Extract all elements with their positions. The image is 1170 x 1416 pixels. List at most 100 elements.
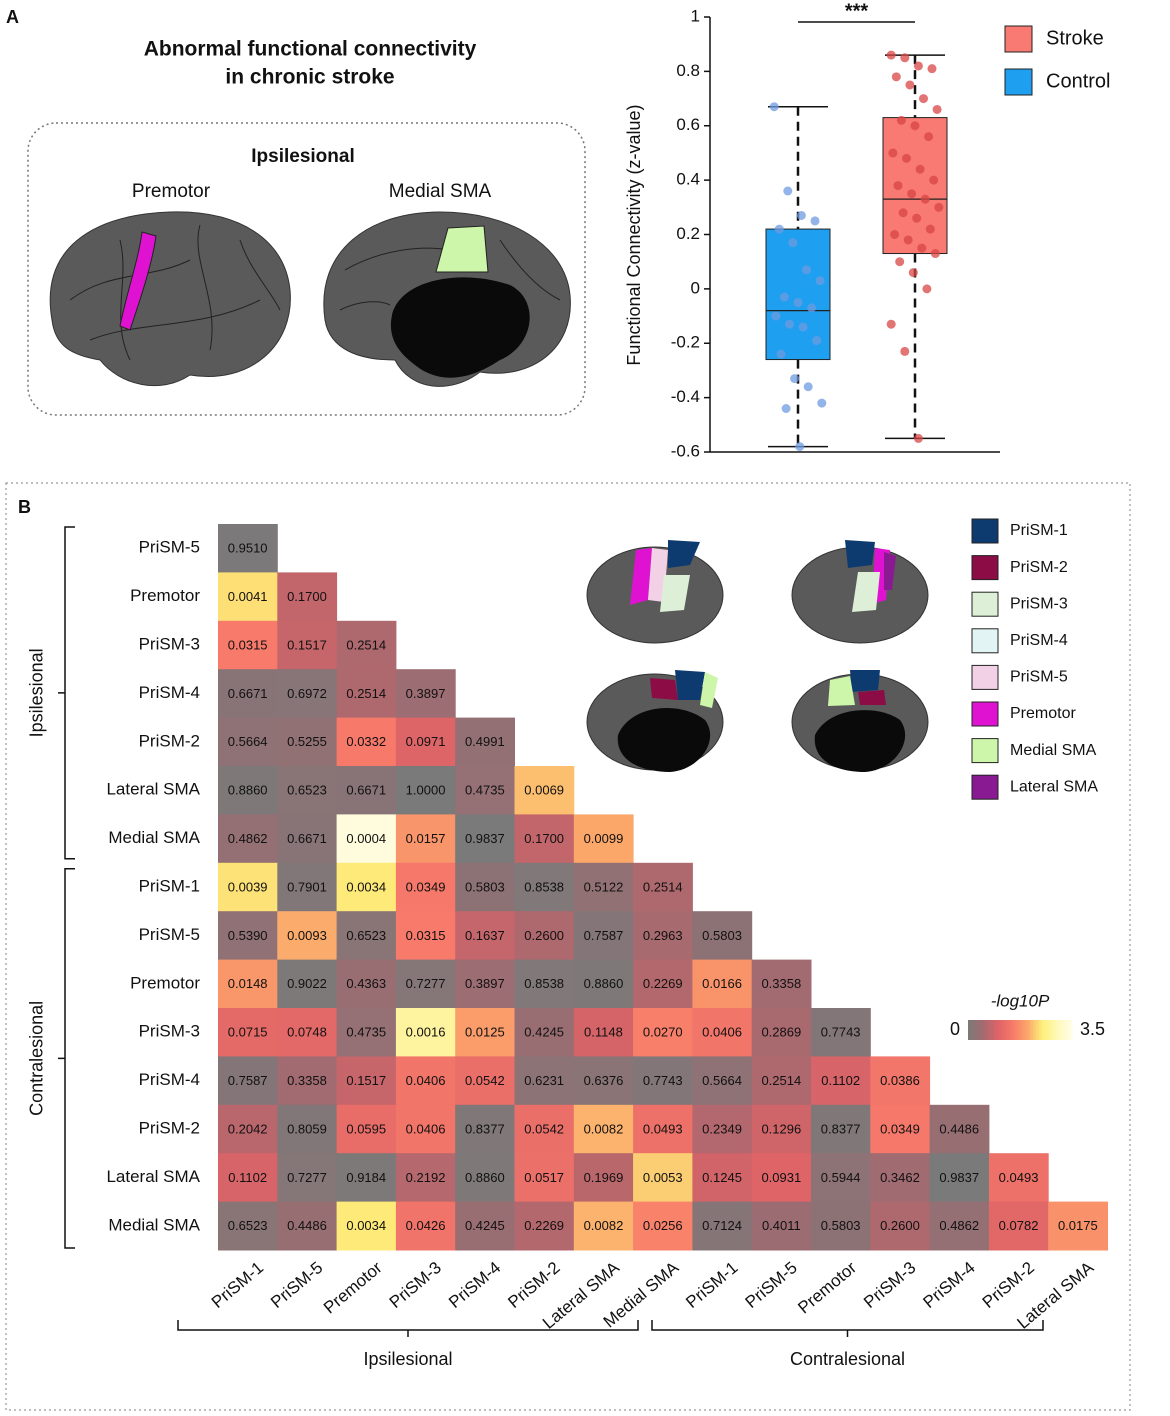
cell-label: 0.0595 xyxy=(346,1121,386,1136)
bracket xyxy=(58,526,75,860)
cell-label: 0.0493 xyxy=(643,1121,683,1136)
cell-label: 0.5803 xyxy=(821,1218,861,1233)
data-point xyxy=(795,442,805,452)
heatmap-cell xyxy=(336,669,397,719)
cell-label: 0.0406 xyxy=(406,1073,446,1088)
col-label: PriSM-3 xyxy=(386,1258,445,1312)
cell-label: 0.5255 xyxy=(287,734,327,749)
heatmap-cell xyxy=(573,911,634,961)
bracket xyxy=(177,1320,639,1337)
heatmap-cell xyxy=(692,959,753,1009)
heatmap-cell xyxy=(336,1056,397,1106)
col-label: PriSM-1 xyxy=(682,1258,741,1312)
data-point xyxy=(912,213,922,223)
heatmap-cell xyxy=(395,911,456,961)
heatmap-cell xyxy=(811,1201,871,1251)
heatmap-cell xyxy=(455,959,515,1009)
row-label: Medial SMA xyxy=(108,828,200,847)
inset-frame xyxy=(27,122,586,416)
cell-label: 0.0406 xyxy=(702,1025,742,1040)
heatmap-cell xyxy=(811,1008,871,1057)
data-point xyxy=(929,175,939,185)
legend-swatch xyxy=(971,591,999,617)
heatmap-cell xyxy=(692,911,753,961)
cell-label: 0.1969 xyxy=(584,1170,624,1185)
cell-label: 0.5664 xyxy=(228,734,268,749)
heatmap-cell xyxy=(277,814,338,864)
heatmap-cell xyxy=(514,766,575,815)
heatmap-cell xyxy=(395,1201,456,1251)
heatmap-cell xyxy=(336,814,397,864)
cell-label: 0.6523 xyxy=(346,928,386,943)
cell-label: 0.8538 xyxy=(524,976,564,991)
panel-label: A xyxy=(6,7,19,27)
title: in chronic stroke xyxy=(225,66,394,89)
colorbar-tick-label: 0 xyxy=(950,1019,960,1039)
legend-swatch xyxy=(1004,25,1033,53)
heatmap-cell xyxy=(455,1056,515,1106)
data-point xyxy=(900,346,910,356)
data-point xyxy=(788,238,798,248)
heatmap-cell xyxy=(751,959,812,1009)
y-tick-label: -0.6 xyxy=(671,441,700,460)
cell-label: 0.1700 xyxy=(287,589,327,604)
cell-label: 0.2963 xyxy=(643,928,683,943)
cell-label: 0.2042 xyxy=(228,1121,268,1136)
legend-label: PriSM-2 xyxy=(1010,559,1068,576)
cell-label: 0.0034 xyxy=(346,879,386,894)
heatmap-cell xyxy=(336,959,397,1009)
heatmap-cell xyxy=(870,1104,931,1154)
legend-label: Medial SMA xyxy=(1010,742,1097,759)
heatmap-cell xyxy=(573,862,634,912)
cell-label: 0.2269 xyxy=(524,1218,564,1233)
cell-label: 0.0931 xyxy=(761,1170,801,1185)
data-point xyxy=(893,181,903,191)
cell-label: 0.0715 xyxy=(228,1025,268,1040)
data-point xyxy=(771,311,781,321)
heatmap-cell xyxy=(692,1008,753,1057)
cell-label: 0.3358 xyxy=(761,976,801,991)
legend-label: PriSM-3 xyxy=(1010,595,1068,612)
legend-label: Control xyxy=(1046,70,1110,92)
cell-label: 0.0426 xyxy=(406,1218,446,1233)
col-label: PriSM-4 xyxy=(919,1258,978,1312)
heatmap-cell xyxy=(692,1201,753,1251)
cell-label: 0.1296 xyxy=(761,1121,801,1136)
heatmap-cell xyxy=(277,620,338,670)
cell-label: 0.2600 xyxy=(880,1218,920,1233)
data-point xyxy=(886,319,896,329)
colorbar-segment xyxy=(1007,1020,1011,1040)
row-label: PriSM-5 xyxy=(139,538,200,557)
cell-label: 0.1517 xyxy=(287,637,327,652)
cell-label: 0.3897 xyxy=(465,976,505,991)
row-label: PriSM-4 xyxy=(139,683,200,702)
cell-label: 0.6671 xyxy=(346,783,386,798)
cell-label: 0.2600 xyxy=(524,928,564,943)
heatmap-cell xyxy=(277,1008,338,1057)
col-label: PriSM-4 xyxy=(445,1258,504,1312)
data-point xyxy=(932,104,942,114)
data-point xyxy=(802,265,811,275)
region-label: Premotor xyxy=(132,181,211,202)
data-point xyxy=(781,404,791,413)
cell-label: 0.2869 xyxy=(761,1025,801,1040)
cell-label: 0.4245 xyxy=(524,1025,564,1040)
cell-label: 0.4735 xyxy=(465,783,505,798)
heatmap-cell xyxy=(218,862,278,912)
row-label: Premotor xyxy=(130,973,200,992)
cell-label: 0.2514 xyxy=(761,1073,801,1088)
data-point xyxy=(907,189,917,199)
heatmap-cell xyxy=(633,1008,693,1057)
legend-label: PriSM-1 xyxy=(1010,522,1068,539)
data-point xyxy=(769,102,779,112)
heatmap-cell xyxy=(514,1008,575,1057)
cell-label: 0.8860 xyxy=(228,783,268,798)
bracket xyxy=(58,868,75,1249)
cell-label: 0.0406 xyxy=(406,1121,446,1136)
col-label: PriSM-3 xyxy=(860,1258,919,1312)
heatmap-cell xyxy=(929,1153,990,1203)
heatmap-cell xyxy=(455,911,515,961)
heatmap-cell xyxy=(455,766,515,815)
cell-label: 0.9837 xyxy=(939,1170,979,1185)
cell-label: 0.0166 xyxy=(702,976,742,991)
